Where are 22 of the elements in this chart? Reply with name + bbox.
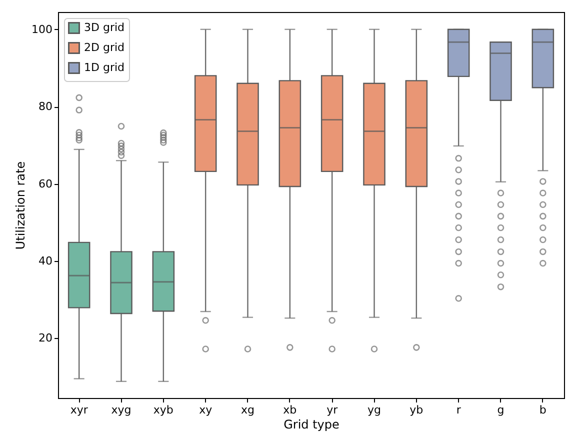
x-axis-title: Grid type: [284, 418, 340, 432]
x-tick-label: xyr: [70, 404, 88, 416]
x-tick-label: g: [497, 404, 504, 416]
x-tick-label: xyg: [111, 404, 132, 416]
y-tick-label: 40: [38, 254, 52, 268]
legend-label: 2D grid: [84, 41, 125, 54]
x-tick-label: r: [456, 404, 462, 416]
y-tick-label: 60: [38, 177, 52, 190]
x-tick-label: xb: [283, 404, 297, 416]
legend-label: 3D grid: [84, 21, 125, 34]
x-tick-label: xyb: [153, 404, 174, 416]
x-tick-label: yb: [410, 404, 424, 416]
legend-label: 1D grid: [84, 61, 125, 74]
y-tick-label: 20: [38, 332, 52, 345]
y-tick-label: 100: [32, 22, 52, 36]
x-tick-label: b: [539, 404, 546, 416]
x-tick-label: xy: [199, 404, 213, 416]
x-tick-label: yg: [368, 404, 381, 416]
x-tick-label: xg: [241, 404, 254, 416]
y-axis-title: Utilization rate: [14, 161, 28, 250]
x-tick-label: yr: [326, 404, 338, 416]
y-tick-label: 80: [38, 100, 52, 114]
